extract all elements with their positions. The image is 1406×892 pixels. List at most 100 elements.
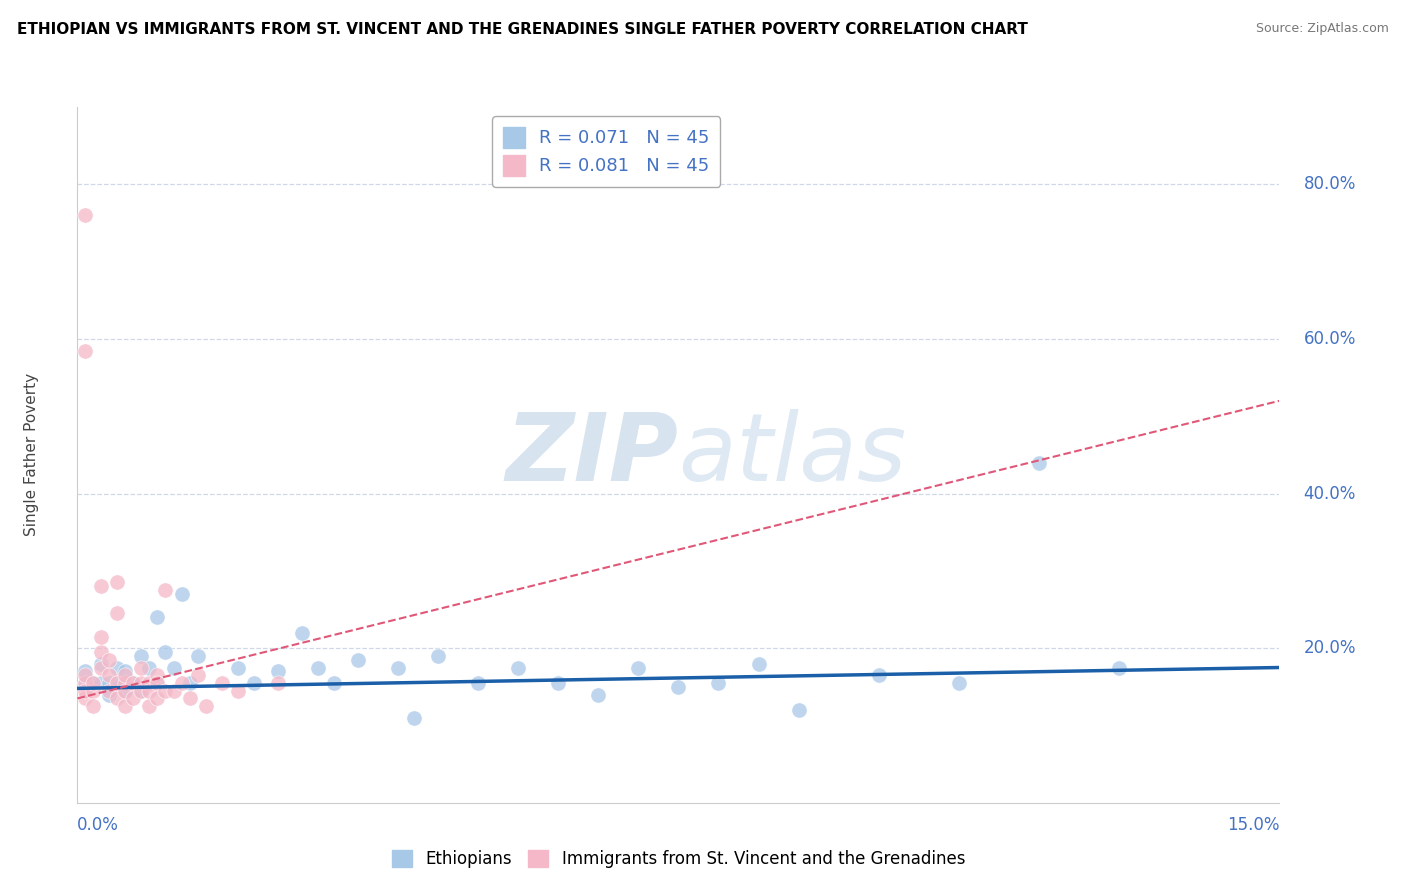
Point <box>114 683 136 698</box>
Text: 0.0%: 0.0% <box>77 816 120 834</box>
Point <box>146 676 169 690</box>
Point <box>948 676 970 690</box>
Point <box>588 688 610 702</box>
Text: 80.0%: 80.0% <box>1303 176 1355 194</box>
Point <box>82 699 104 714</box>
Point <box>75 676 97 690</box>
Point <box>114 665 136 679</box>
Point <box>98 668 121 682</box>
Point <box>347 653 370 667</box>
Point <box>226 683 249 698</box>
Text: ETHIOPIAN VS IMMIGRANTS FROM ST. VINCENT AND THE GRENADINES SINGLE FATHER POVERT: ETHIOPIAN VS IMMIGRANTS FROM ST. VINCENT… <box>17 22 1028 37</box>
Point <box>787 703 810 717</box>
Point <box>211 676 233 690</box>
Point <box>467 676 489 690</box>
Text: atlas: atlas <box>679 409 907 500</box>
Point <box>98 676 121 690</box>
Text: 15.0%: 15.0% <box>1227 816 1279 834</box>
Legend: Ethiopians, Immigrants from St. Vincent and the Grenadines: Ethiopians, Immigrants from St. Vincent … <box>385 843 972 874</box>
Point <box>146 691 169 706</box>
Point <box>90 645 112 659</box>
Point <box>114 668 136 682</box>
Point <box>75 683 97 698</box>
Point <box>387 660 409 674</box>
Point <box>82 676 104 690</box>
Point <box>122 691 145 706</box>
Point <box>179 691 201 706</box>
Point <box>427 648 450 663</box>
Point <box>170 676 193 690</box>
Point <box>748 657 770 671</box>
Point <box>82 676 104 690</box>
Point <box>868 668 890 682</box>
Point <box>138 676 160 690</box>
Point <box>138 699 160 714</box>
Point <box>146 668 169 682</box>
Point <box>75 691 97 706</box>
Point <box>179 676 201 690</box>
Point <box>627 660 650 674</box>
Point <box>668 680 690 694</box>
Point <box>186 648 209 663</box>
Point <box>90 579 112 593</box>
Point <box>114 676 136 690</box>
Point <box>98 653 121 667</box>
Point <box>162 660 184 674</box>
Point <box>226 660 249 674</box>
Point <box>114 699 136 714</box>
Point <box>267 665 290 679</box>
Text: 20.0%: 20.0% <box>1303 640 1355 657</box>
Point <box>82 683 104 698</box>
Text: 60.0%: 60.0% <box>1303 330 1355 348</box>
Point <box>547 676 569 690</box>
Point <box>98 683 121 698</box>
Point <box>90 630 112 644</box>
Point <box>75 676 97 690</box>
Point <box>131 683 153 698</box>
Point <box>107 575 129 590</box>
Point <box>75 668 97 682</box>
Point <box>75 665 97 679</box>
Point <box>122 676 145 690</box>
Point <box>186 668 209 682</box>
Point <box>162 683 184 698</box>
Point <box>75 343 97 358</box>
Point <box>131 648 153 663</box>
Point <box>146 610 169 624</box>
Point <box>322 676 344 690</box>
Point <box>107 607 129 621</box>
Point <box>291 625 314 640</box>
Point <box>107 676 129 690</box>
Point <box>114 683 136 698</box>
Point <box>138 683 160 698</box>
Point <box>138 660 160 674</box>
Point <box>75 208 97 222</box>
Point <box>194 699 217 714</box>
Text: ZIP: ZIP <box>506 409 679 501</box>
Point <box>242 676 264 690</box>
Text: Source: ZipAtlas.com: Source: ZipAtlas.com <box>1256 22 1389 36</box>
Point <box>98 688 121 702</box>
Point <box>107 660 129 674</box>
Point <box>402 711 425 725</box>
Point <box>267 676 290 690</box>
Point <box>146 676 169 690</box>
Point <box>131 660 153 674</box>
Point <box>131 676 153 690</box>
Point <box>155 645 177 659</box>
Point <box>707 676 730 690</box>
Point <box>155 583 177 598</box>
Point <box>508 660 530 674</box>
Point <box>131 683 153 698</box>
Point <box>90 660 112 674</box>
Point <box>155 683 177 698</box>
Point <box>107 691 129 706</box>
Point <box>1028 456 1050 470</box>
Point <box>107 676 129 690</box>
Text: 40.0%: 40.0% <box>1303 484 1355 502</box>
Point <box>90 657 112 671</box>
Point <box>170 587 193 601</box>
Point <box>307 660 329 674</box>
Point <box>1108 660 1130 674</box>
Point <box>90 676 112 690</box>
